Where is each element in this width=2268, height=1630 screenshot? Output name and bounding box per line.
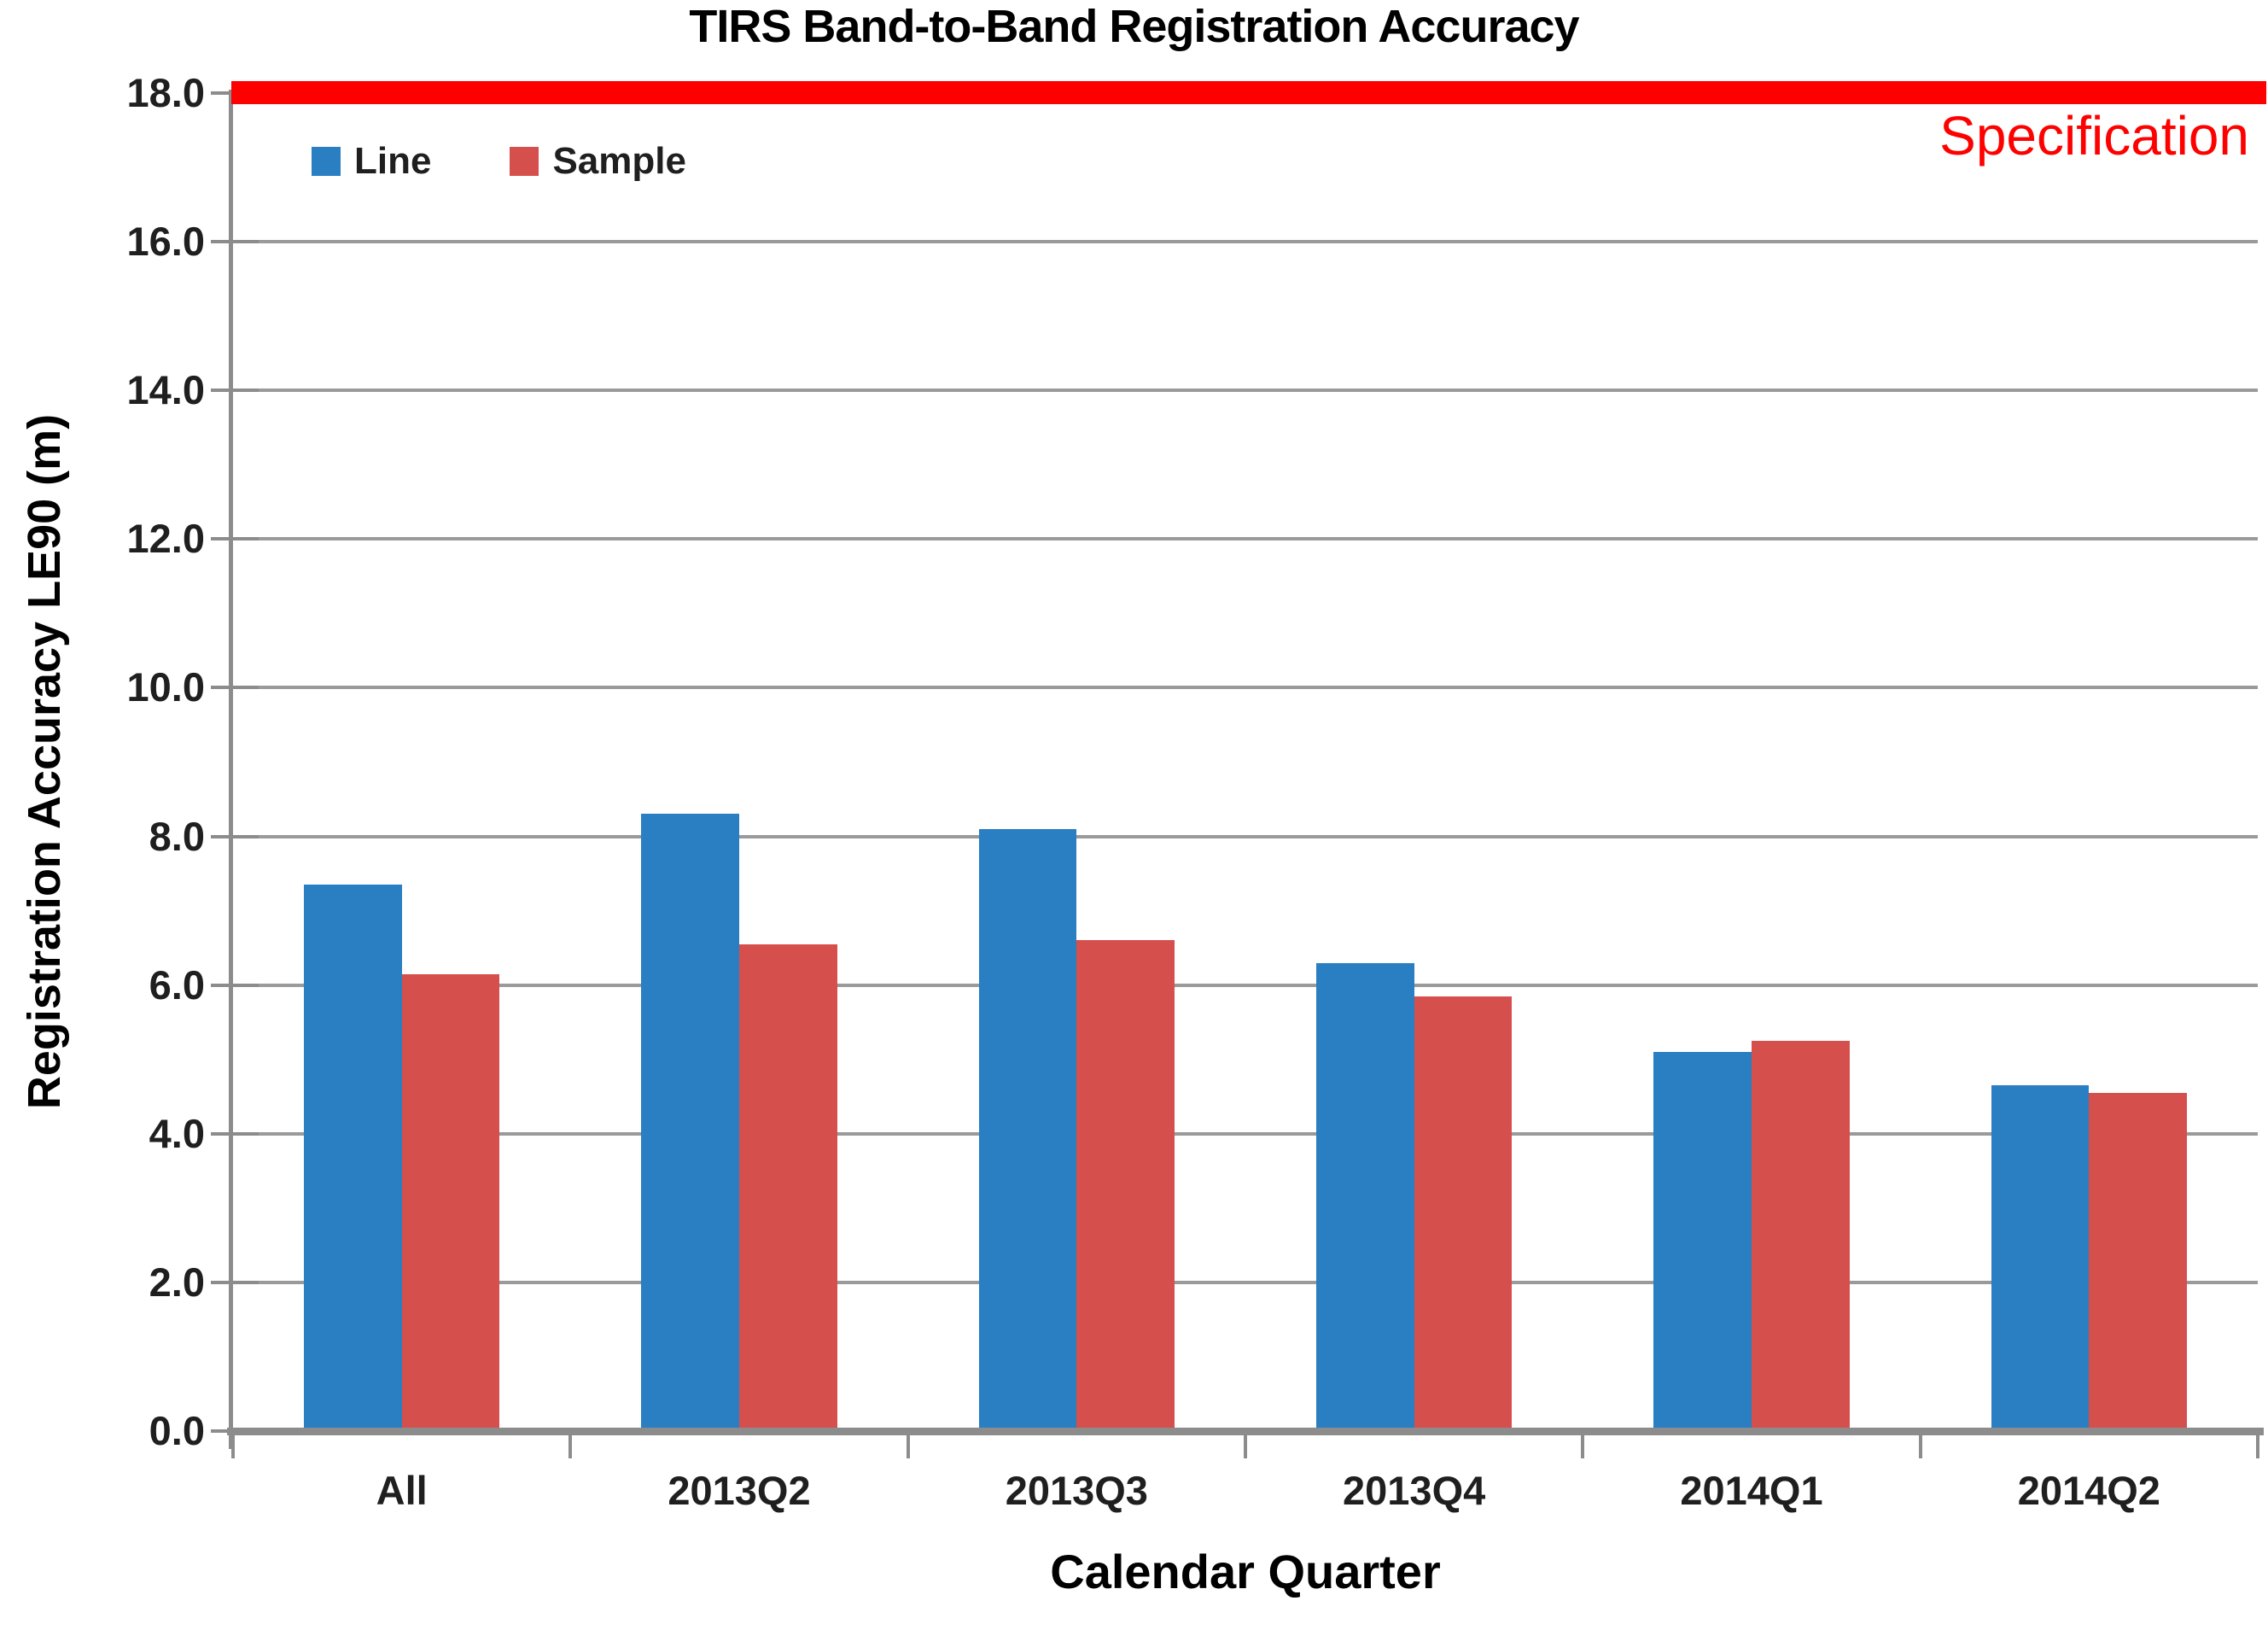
- y-tick-label: 8.0: [149, 813, 205, 859]
- gridline-16: [233, 240, 2258, 244]
- legend-item-line: Line: [312, 140, 431, 183]
- x-tick-mark: [1581, 1433, 1585, 1458]
- x-tick-label-2013Q2: 2013Q2: [668, 1468, 811, 1513]
- x-tick-mark: [1918, 1433, 1922, 1458]
- gridline-10: [233, 686, 2258, 690]
- y-tick-mark: [211, 537, 259, 541]
- x-tick-label-2013Q3: 2013Q3: [1005, 1468, 1148, 1513]
- y-tick-mark: [211, 983, 259, 987]
- y-tick-label: 18.0: [126, 70, 205, 115]
- bar-line-All: [304, 885, 402, 1431]
- bar-line-2013Q2: [641, 814, 739, 1431]
- x-tick-mark: [231, 1433, 235, 1458]
- x-axis-title: Calendar Quarter: [1050, 1545, 1441, 1598]
- y-tick-mark: [211, 834, 259, 838]
- y-tick-label: 16.0: [126, 219, 205, 265]
- gridline-12: [233, 537, 2258, 541]
- x-tick-mark: [2256, 1433, 2259, 1458]
- bar-line-2013Q4: [1316, 962, 1414, 1431]
- gridline-4: [233, 1131, 2258, 1136]
- x-axis-line: [227, 1428, 2264, 1435]
- specification-label: Specification: [1939, 105, 2249, 167]
- legend: Line Sample: [312, 140, 686, 183]
- y-tick-label: 12.0: [126, 516, 205, 562]
- x-tick-mark: [1244, 1433, 1247, 1458]
- y-tick-label: 6.0: [149, 961, 205, 1008]
- gridline-8: [233, 834, 2258, 838]
- y-tick-label: 14.0: [126, 367, 205, 413]
- x-tick-label-2014Q1: 2014Q1: [1680, 1468, 1823, 1513]
- x-tick-label-All: All: [376, 1468, 428, 1513]
- y-tick-label: 2.0: [149, 1259, 205, 1305]
- y-tick-mark: [211, 1131, 259, 1136]
- x-tick-label-2013Q4: 2013Q4: [1343, 1468, 1486, 1513]
- bar-line-2014Q1: [1653, 1052, 1752, 1431]
- gridline-14: [233, 389, 2258, 393]
- specification-line: [231, 81, 2266, 104]
- bar-sample-All: [401, 973, 500, 1431]
- y-tick-mark: [211, 686, 259, 690]
- bar-line-2014Q2: [1991, 1085, 2090, 1431]
- y-axis-line: [229, 90, 233, 1449]
- bar-sample-2013Q3: [1076, 940, 1175, 1431]
- chart-title: TIRS Band-to-Band Registration Accuracy: [689, 1, 1579, 52]
- gridline-2: [233, 1280, 2258, 1284]
- bar-sample-2013Q4: [1414, 996, 1513, 1431]
- legend-label-line: Line: [354, 140, 432, 182]
- y-tick-mark: [211, 1429, 259, 1433]
- y-tick-mark: [211, 1280, 259, 1284]
- y-tick-mark: [211, 240, 259, 244]
- bar-sample-2014Q1: [1752, 1040, 1850, 1431]
- legend-swatch-line: [312, 147, 341, 176]
- y-tick-mark: [211, 389, 259, 393]
- bar-line-2013Q3: [978, 828, 1077, 1431]
- gridline-6: [233, 983, 2258, 987]
- legend-label-sample: Sample: [552, 140, 686, 182]
- x-tick-label-2014Q2: 2014Q2: [2017, 1468, 2160, 1513]
- plot-area: Line Sample: [231, 81, 2266, 1431]
- y-tick-label: 4.0: [149, 1110, 205, 1156]
- x-tick-mark: [906, 1433, 910, 1458]
- y-tick-label: 0.0: [149, 1408, 205, 1453]
- bar-sample-2013Q2: [739, 944, 837, 1431]
- x-tick-mark: [568, 1433, 573, 1458]
- bar-sample-2014Q2: [2089, 1092, 2187, 1431]
- y-tick-label: 10.0: [126, 664, 205, 710]
- legend-item-sample: Sample: [510, 140, 686, 183]
- legend-swatch-sample: [510, 147, 539, 176]
